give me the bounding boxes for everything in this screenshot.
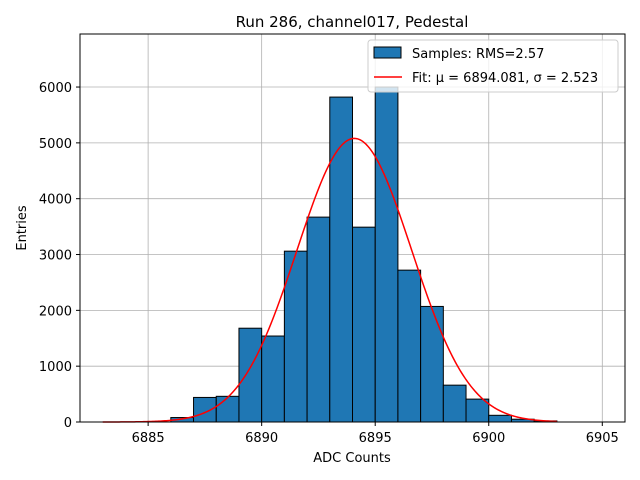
histogram-bar <box>193 396 217 423</box>
gaussian-fit-curve <box>102 137 557 423</box>
histogram-bar <box>352 226 376 423</box>
histogram-bar <box>420 305 444 423</box>
histogram-bar <box>465 398 490 423</box>
y-tick-label: 2000 <box>39 304 72 319</box>
plot-frame <box>79 33 626 423</box>
histogram-bars <box>170 86 558 423</box>
y-tick-label: 4000 <box>39 193 72 208</box>
legend-histogram-label: Samples: RMS=2.57 <box>412 47 544 62</box>
x-tick-label: 6900 <box>472 431 505 446</box>
histogram-bar <box>442 384 467 423</box>
legend-fit-label: Fit: μ = 6894.081, σ = 2.523 <box>412 71 598 86</box>
y-tick-label: 1000 <box>39 360 72 375</box>
y-axis-ticks: 0 1000 2000 3000 4000 5000 6000 <box>39 81 80 431</box>
legend-box <box>367 39 619 93</box>
y-axis-label: Entries <box>15 205 30 251</box>
y-tick-label: 6000 <box>39 81 72 96</box>
histogram-bar <box>397 269 422 423</box>
histogram-bar <box>374 86 399 423</box>
x-tick-label: 6895 <box>359 431 392 446</box>
y-tick-label: 3000 <box>39 249 72 264</box>
x-tick-label: 6885 <box>132 431 165 446</box>
legend: Samples: RMS=2.57 Fit: μ = 6894.081, σ =… <box>367 39 619 93</box>
legend-histogram-swatch <box>373 46 402 59</box>
histogram-bar <box>306 216 331 423</box>
histogram-bar <box>261 335 285 423</box>
histogram-bar <box>215 395 240 423</box>
histogram-bar <box>238 327 263 423</box>
chart-title: Run 286, channel017, Pedestal <box>236 13 469 31</box>
x-tick-label: 6905 <box>586 431 619 446</box>
x-axis-ticks: 6885 6890 6895 6900 6905 <box>132 422 619 446</box>
x-tick-label: 6890 <box>245 431 278 446</box>
y-tick-label: 5000 <box>39 137 72 152</box>
histogram-bar <box>488 414 512 423</box>
x-axis-label: ADC Counts <box>313 451 391 466</box>
y-tick-label: 0 <box>64 416 72 431</box>
